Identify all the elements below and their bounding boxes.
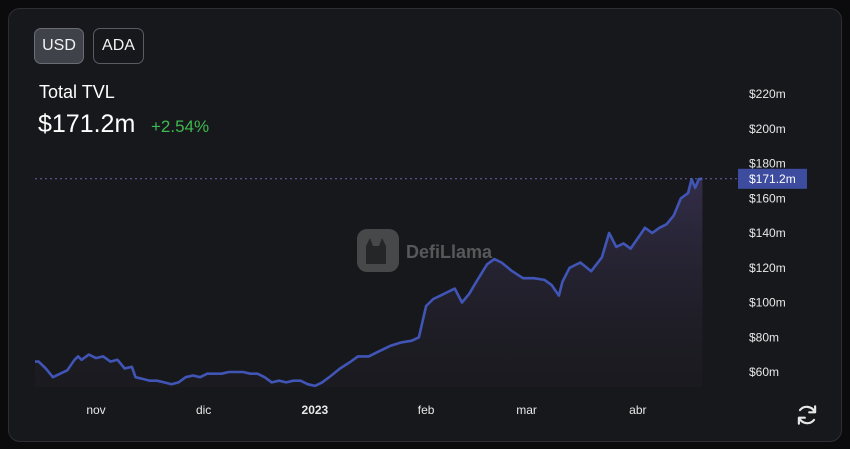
- ada-toggle-button[interactable]: ADA: [93, 28, 144, 64]
- watermark-text: DefiLlama: [406, 242, 493, 262]
- refresh-icon: [797, 405, 817, 425]
- metric-change: +2.54%: [151, 117, 210, 136]
- y-tick-label: $120m: [749, 261, 786, 275]
- current-value-marker: $171.2m: [738, 168, 807, 189]
- tvl-area-fill: [35, 178, 703, 387]
- x-tick-label: mar: [516, 403, 537, 417]
- metric-value: $171.2m: [38, 110, 136, 138]
- metric-label: Total TVL: [39, 82, 115, 102]
- refresh-button[interactable]: [794, 402, 820, 428]
- y-tick-label: $160m: [749, 191, 786, 205]
- current-value-label: $171.2m: [749, 172, 796, 186]
- usd-toggle-button[interactable]: USD: [34, 28, 84, 64]
- watermark: DefiLlama: [357, 229, 493, 272]
- tvl-series-line: [35, 177, 703, 388]
- y-tick-label: $60m: [749, 365, 779, 379]
- x-tick-label: abr: [629, 403, 646, 417]
- x-tick-label: dic: [196, 403, 211, 417]
- y-tick-label: $200m: [749, 122, 786, 136]
- llama-logo: [357, 229, 399, 272]
- y-axis: $60m $80m $100m $120m $140m $160m $180m $200m $2…: [749, 87, 786, 379]
- y-tick-label: $180m: [749, 157, 786, 171]
- x-tick-label: 2023: [302, 403, 329, 417]
- x-axis: nov dic 2023 feb mar abr: [86, 403, 646, 417]
- x-tick-label: nov: [86, 403, 105, 417]
- y-tick-label: $80m: [749, 330, 779, 344]
- y-tick-label: $140m: [749, 226, 786, 240]
- y-tick-label: $100m: [749, 296, 786, 310]
- y-tick-label: $220m: [749, 87, 786, 101]
- x-tick-label: feb: [418, 403, 435, 417]
- current-value-badge: [738, 168, 807, 189]
